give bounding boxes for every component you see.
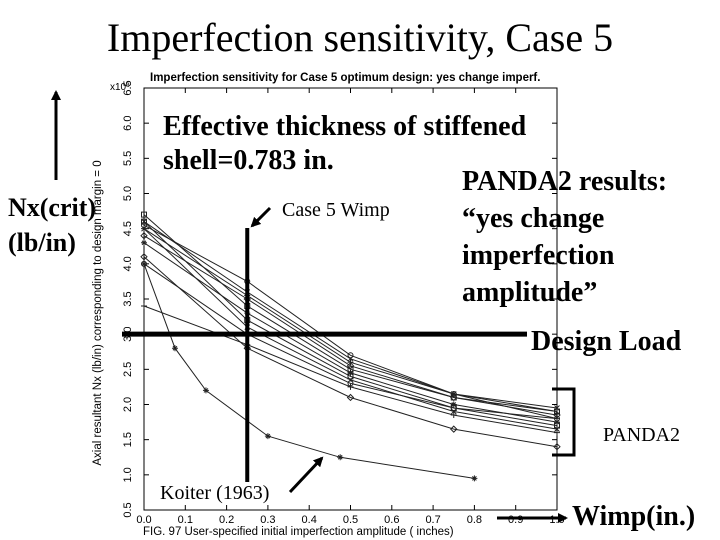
x-tick-label: 0.5 [343,514,358,526]
data-point [141,225,147,232]
chart-axes: 0.0 0.1 0.2 0.3 0.4 0.5 0.6 0.7 0.8 0.9 1.0 0.5 1.0 1… [110,80,565,526]
design-load-label: Design Load [531,326,682,357]
data-point [264,433,271,440]
data-point [141,211,147,218]
y-tick-label: 5.5 [122,151,134,166]
x-tick-label: 0.9 [508,514,523,526]
data-point [141,303,147,310]
x-tick-label: 0.8 [467,514,482,526]
y-tick-label: 1.0 [122,467,134,482]
x-axis-label: FIG. 97 User-specified initial imperfect… [143,526,454,538]
y-tick-label: 6.0 [122,116,134,131]
data-point [450,425,458,433]
data-point [450,412,457,419]
data-point [554,426,560,432]
wimp-label: Wimp(in.) [572,501,696,532]
data-point [141,239,147,246]
data-point [347,373,354,380]
x-tick-label: 0.2 [219,514,234,526]
case5-wimp-arrow [250,206,272,228]
effective-thickness-line2: shell=0.783 in. [163,145,334,176]
data-point [140,253,148,261]
y-tick-label: 2.0 [122,397,134,412]
x-tick-label: 1.0 [549,514,564,526]
panda2-bracket [552,387,576,457]
data-point [141,260,147,267]
data-point [554,408,560,415]
series-line [143,221,558,427]
y-exponent-label: x10³ [110,82,130,93]
data-point [450,401,457,408]
x-tick-label: 0.7 [425,514,440,526]
data-point [337,454,344,461]
nx-crit-line1: Nx(crit) [8,193,97,222]
data-point [553,411,561,419]
data-point [140,231,148,240]
effective-thickness-line1: Effective thickness of stiffened [163,111,527,142]
data-point [347,352,354,359]
koiter-arrow [288,456,324,494]
data-point [347,383,354,390]
y-tick-label: 4.0 [122,256,134,271]
data-point [554,415,560,422]
data-point [554,419,560,426]
y-tick-label: 0.5 [122,502,134,517]
chart-title: Imperfection sensitivity for Case 5 opti… [150,72,541,84]
data-point [471,475,478,482]
x-tick-label: 0.4 [302,514,317,526]
nx-crit-line2: (lb/in) [8,228,76,257]
data-point [346,393,355,402]
data-point [553,442,561,451]
chart-series [140,211,561,482]
y-tick-label: 5.0 [122,186,134,201]
series-line [143,263,558,420]
data-point [141,218,147,225]
y-tick-label: 6.5 [122,80,134,95]
x-tick-label: 0.3 [260,514,275,526]
effective-thickness-note: Effective thickness of stiffened shell=0… [163,110,526,178]
x-tick-label: 0.6 [384,514,399,526]
series-line [143,256,558,448]
panda2-label: PANDA2 [603,424,681,446]
nx-crit-label: Nx(crit) (lb/in) [8,190,96,260]
panda2-results-line3: imperfection [462,240,615,271]
data-point [171,345,178,352]
panda2-results-line1: PANDA2 results: [462,166,668,197]
data-point [554,429,560,436]
data-point [554,422,560,429]
koiter-label: Koiter (1963) [160,482,270,505]
y-tick-label: 2.5 [122,362,134,377]
data-point [450,393,458,402]
data-point [347,369,354,376]
case5-wimp-label: Case 5 Wimp [282,199,390,221]
y-tick-label: 1.5 [122,432,134,447]
data-point [450,405,457,412]
data-point [202,387,209,394]
series-line [143,235,558,416]
panda2-results-line4: amplitude” [462,277,598,308]
annotation-graphics [51,90,576,523]
y-tick-label: 3.5 [122,291,134,306]
data-point [346,362,355,370]
slide-title: Imperfection sensitivity, Case 5 [106,15,614,60]
panda2-results-line2: “yes change [462,203,605,234]
x-tick-label: 0.0 [136,514,151,526]
series-line [143,263,475,479]
y-tick-label: 4.5 [122,221,134,236]
x-tick-label: 0.1 [178,514,193,526]
panda2-results-note: PANDA2 results: “yes change imperfection… [462,163,667,311]
series-line [143,224,558,412]
